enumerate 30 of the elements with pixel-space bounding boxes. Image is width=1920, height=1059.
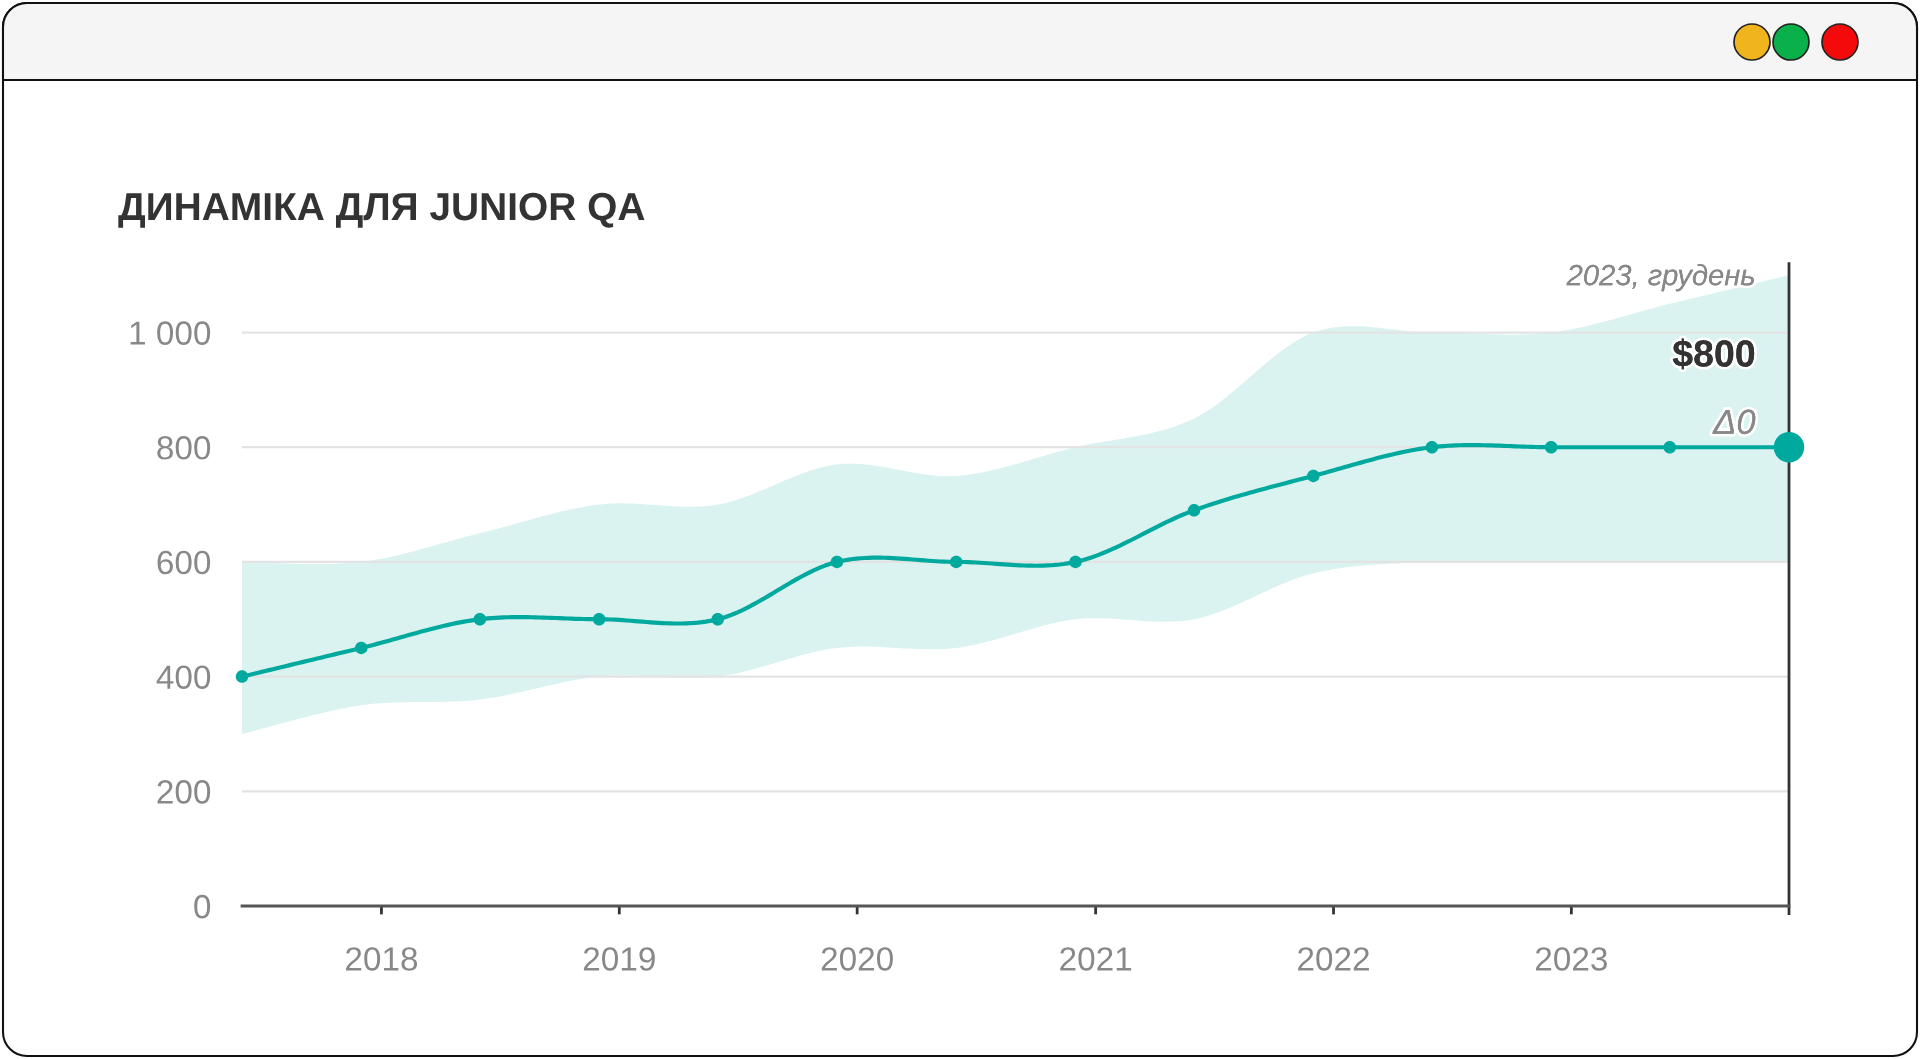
- y-tick-label: 800: [157, 436, 211, 460]
- x-tick-label: 2018: [346, 947, 418, 971]
- x-tick-label: 2021: [1060, 947, 1132, 971]
- y-tick-label: 0: [194, 894, 211, 919]
- annotation: 2023, грудень: [1566, 263, 1754, 292]
- point: [711, 613, 724, 626]
- x-tick-label: 2019: [583, 947, 655, 971]
- point: [473, 613, 487, 626]
- point: [1187, 504, 1201, 517]
- point: [1663, 440, 1676, 454]
- point: [355, 641, 368, 655]
- point: [830, 555, 844, 569]
- point: [1773, 431, 1805, 463]
- chart-title: ДИНАМІКА ДЛЯ JUNIOR QA: [118, 192, 645, 228]
- point: [592, 613, 606, 626]
- x-tick-label: 2020: [821, 947, 893, 971]
- y-tick-label: 400: [156, 665, 211, 690]
- point: [1069, 555, 1082, 569]
- y-tick-label: 200: [157, 780, 211, 804]
- x-tick-label: 2022: [1298, 947, 1369, 971]
- x-tick-label: 2023: [1535, 947, 1607, 971]
- y-tick-label: 1 000: [130, 321, 211, 345]
- point: [1425, 440, 1439, 454]
- annotation: $800: [1672, 338, 1755, 370]
- point: [235, 670, 249, 683]
- y-tick-label: 600: [157, 550, 211, 575]
- point: [1307, 469, 1320, 483]
- annotation: Δ0: [1712, 409, 1756, 435]
- point: [1544, 440, 1558, 454]
- point: [949, 555, 963, 569]
